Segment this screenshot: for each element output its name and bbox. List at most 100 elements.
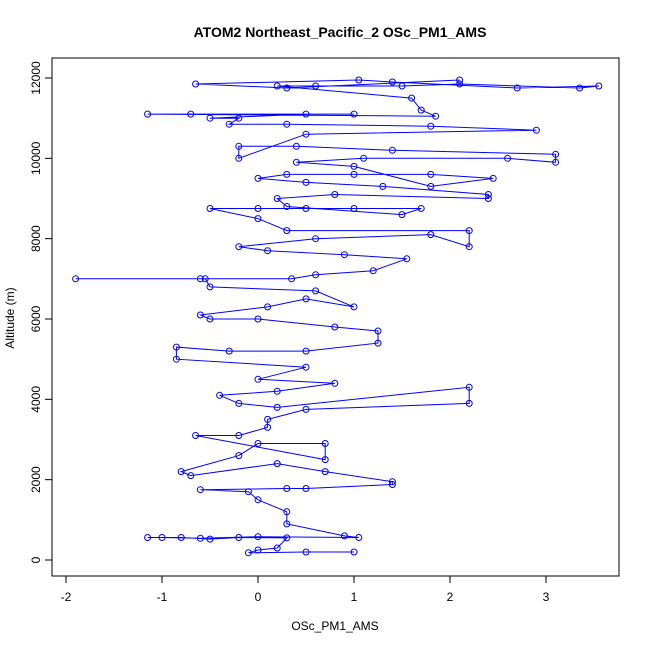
data-point: [187, 472, 195, 480]
data-point: [206, 315, 214, 323]
data-point: [513, 84, 521, 92]
data-point: [172, 343, 180, 351]
data-point: [273, 82, 281, 90]
data-point: [350, 110, 358, 118]
data-point: [350, 548, 358, 556]
data-point: [273, 387, 281, 395]
data-point: [321, 440, 329, 447]
x-tick-label: 3: [543, 590, 550, 604]
data-point: [321, 468, 329, 476]
data-point: [312, 235, 320, 243]
data-point: [254, 496, 262, 504]
data-point: [235, 432, 243, 439]
data-point: [225, 120, 233, 128]
data-point: [302, 548, 310, 556]
data-point: [187, 110, 195, 118]
data-point: [158, 534, 166, 541]
data-point: [206, 205, 214, 212]
data-point: [254, 215, 262, 223]
data-point: [484, 191, 492, 198]
data-point: [144, 534, 152, 541]
series-line: [75, 79, 599, 554]
data-point: [456, 76, 464, 84]
data-point: [254, 205, 262, 212]
data-point: [273, 544, 281, 552]
data-point: [196, 311, 204, 319]
data-point: [254, 440, 262, 447]
data-point: [312, 271, 320, 279]
data-point: [172, 355, 180, 363]
data-point: [388, 481, 396, 488]
data-point: [312, 82, 320, 90]
data-point: [398, 211, 406, 219]
data-point: [388, 78, 396, 86]
data-point: [595, 82, 603, 90]
data-point: [427, 182, 435, 190]
data-point: [225, 347, 233, 355]
data-point: [264, 303, 272, 311]
data-point: [432, 112, 440, 120]
y-tick-label: 2000: [29, 466, 43, 493]
data-point: [283, 120, 291, 128]
data-point: [72, 275, 80, 283]
data-point: [403, 255, 411, 263]
data-point: [360, 154, 368, 162]
data-point: [465, 383, 473, 391]
data-point: [254, 533, 262, 541]
data-point: [273, 403, 281, 411]
data-point: [350, 170, 358, 178]
data-point: [254, 174, 262, 182]
series-layer: [72, 76, 603, 557]
data-point: [532, 126, 540, 134]
data-point: [235, 399, 243, 407]
data-point: [283, 534, 291, 542]
data-point: [350, 205, 358, 212]
data-point: [177, 534, 185, 541]
data-point: [552, 158, 560, 166]
chart-title: ATOM2 Northeast_Pacific_2 OSc_PM1_AMS: [194, 24, 487, 40]
data-point: [244, 488, 252, 496]
y-tick-label: 4000: [29, 386, 43, 413]
data-point: [254, 315, 262, 323]
data-point: [264, 423, 272, 431]
x-axis-ticks: -2 -1 0 1 2 3: [61, 576, 550, 604]
x-tick-label: 0: [255, 590, 262, 604]
data-point: [302, 205, 310, 212]
data-point: [504, 154, 512, 162]
data-point: [206, 114, 214, 122]
data-point: [302, 178, 310, 186]
data-point: [331, 191, 339, 198]
data-point: [408, 94, 416, 102]
data-point: [374, 339, 382, 347]
y-tick-label: 6000: [29, 305, 43, 332]
data-point: [273, 460, 281, 468]
data-point: [350, 162, 358, 170]
data-point: [283, 508, 291, 516]
data-point: [264, 415, 272, 423]
data-point: [273, 195, 281, 202]
data-point: [235, 243, 243, 251]
x-tick-label: 2: [447, 590, 454, 604]
data-point: [369, 267, 377, 275]
data-point: [465, 243, 473, 251]
x-tick-label: 1: [351, 590, 358, 604]
data-point: [302, 347, 310, 355]
data-point: [196, 275, 204, 283]
data-point: [192, 432, 200, 439]
data-point: [206, 535, 214, 543]
data-point: [388, 146, 396, 154]
data-point: [196, 534, 204, 542]
data-point: [235, 114, 243, 122]
data-point: [489, 174, 497, 182]
data-point: [283, 227, 291, 235]
data-point: [235, 154, 243, 162]
y-tick-label: 10000: [29, 141, 43, 175]
data-point: [576, 84, 584, 92]
data-point: [340, 251, 348, 259]
y-axis-ticks: 0 2000 4000 6000 8000 10000 12000: [29, 61, 52, 563]
x-tick-label: -2: [61, 590, 72, 604]
x-axis-label: OSc_PM1_AMS: [291, 619, 378, 633]
data-point: [427, 122, 435, 130]
data-point: [302, 130, 310, 138]
